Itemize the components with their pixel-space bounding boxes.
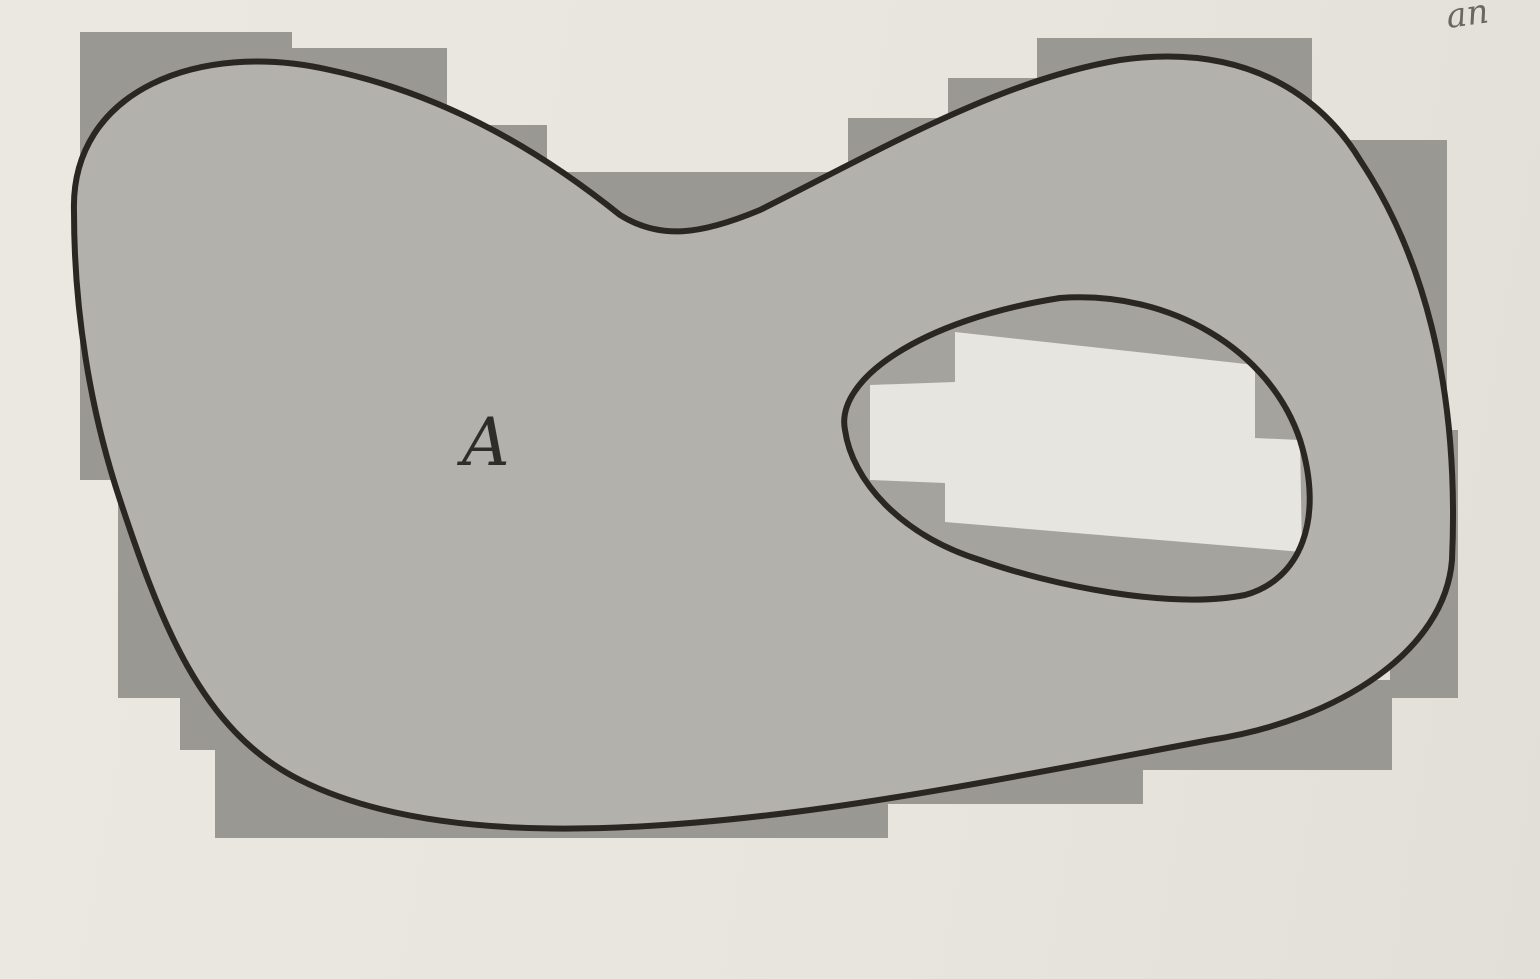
hole-light-rect — [870, 332, 1302, 552]
set-a-label: A — [456, 404, 510, 481]
outer-boundary — [70, 53, 1457, 832]
set-a-outline — [70, 53, 1457, 832]
set-a-region — [73, 56, 1454, 829]
inner-rectangles — [844, 297, 1310, 600]
page-corner-fragment: an — [1444, 0, 1491, 37]
hole-boundary — [841, 294, 1313, 603]
